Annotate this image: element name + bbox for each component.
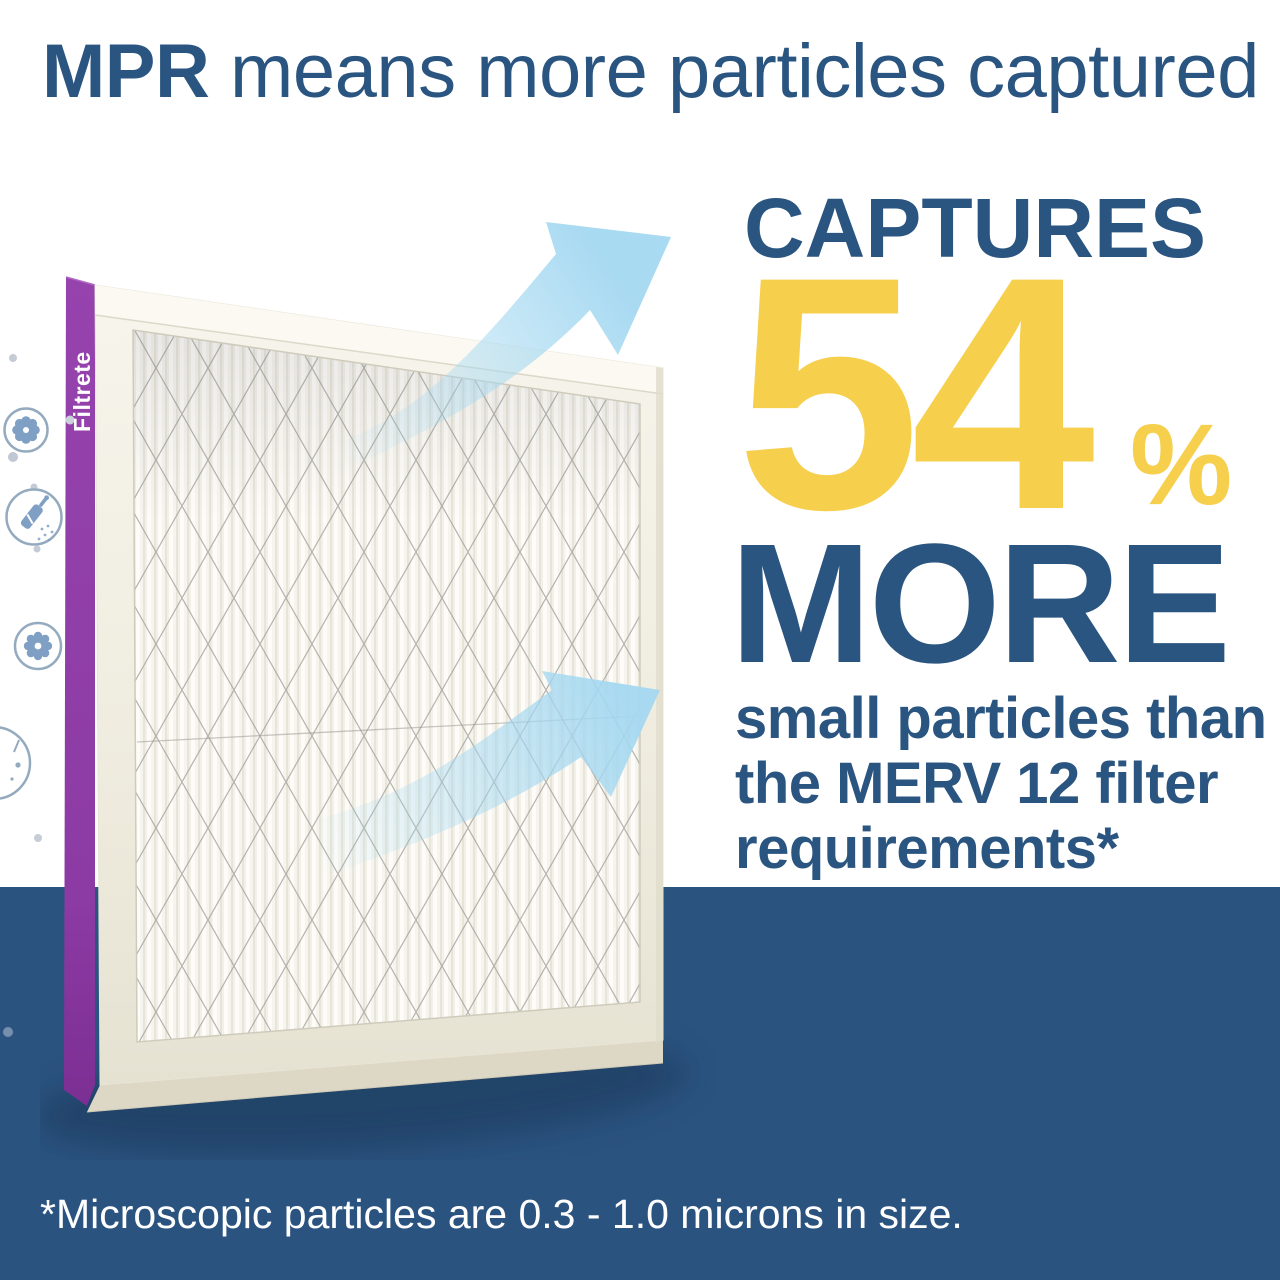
headline-rest: means more particles captured [209,29,1259,114]
pollen-particle-icon [3,407,49,453]
stat-value: 54 [736,208,1095,579]
frame-top-seam [94,314,664,395]
stat-description-line: small particles than [735,686,1267,751]
percent-sign: % [1130,401,1233,529]
more-label: MORE [730,509,1231,699]
airflow-arrow-top [340,222,671,473]
stat-description: small particles than the MERV 12 filter … [735,686,1267,881]
partial-particle-icon [0,726,32,800]
filter-frame-right-edge [656,367,663,1044]
particle-dot [9,354,17,362]
stat-description-line: the MERV 12 filter [735,751,1219,816]
air-filter-illustration [40,222,690,1155]
filter-frame-bottom-face [87,1040,663,1112]
stat-description-line: requirements* [735,816,1119,881]
airflow-arrow-bottom [316,671,660,876]
particle-dot [8,452,18,462]
page-title: MPR means more particles captured [42,34,1259,110]
spine-highlight [65,276,96,286]
particle-dot [65,415,75,425]
particle-dot [3,1027,13,1037]
footnote: *Microscopic particles are 0.3 - 1.0 mic… [40,1191,963,1237]
gear-particle-icon [13,621,63,671]
filter-media-top-shading [133,330,640,1042]
particle-dot [34,834,42,842]
aerosol-spray-icon [5,483,63,553]
captures-label: CAPTURES [744,181,1207,275]
particle-icons [0,354,75,1037]
filter-spine [64,277,95,1106]
frame-bottom-edge [86,1062,664,1113]
brand-logo: Filtrete [69,351,95,432]
headline-acronym: MPR [42,29,210,114]
